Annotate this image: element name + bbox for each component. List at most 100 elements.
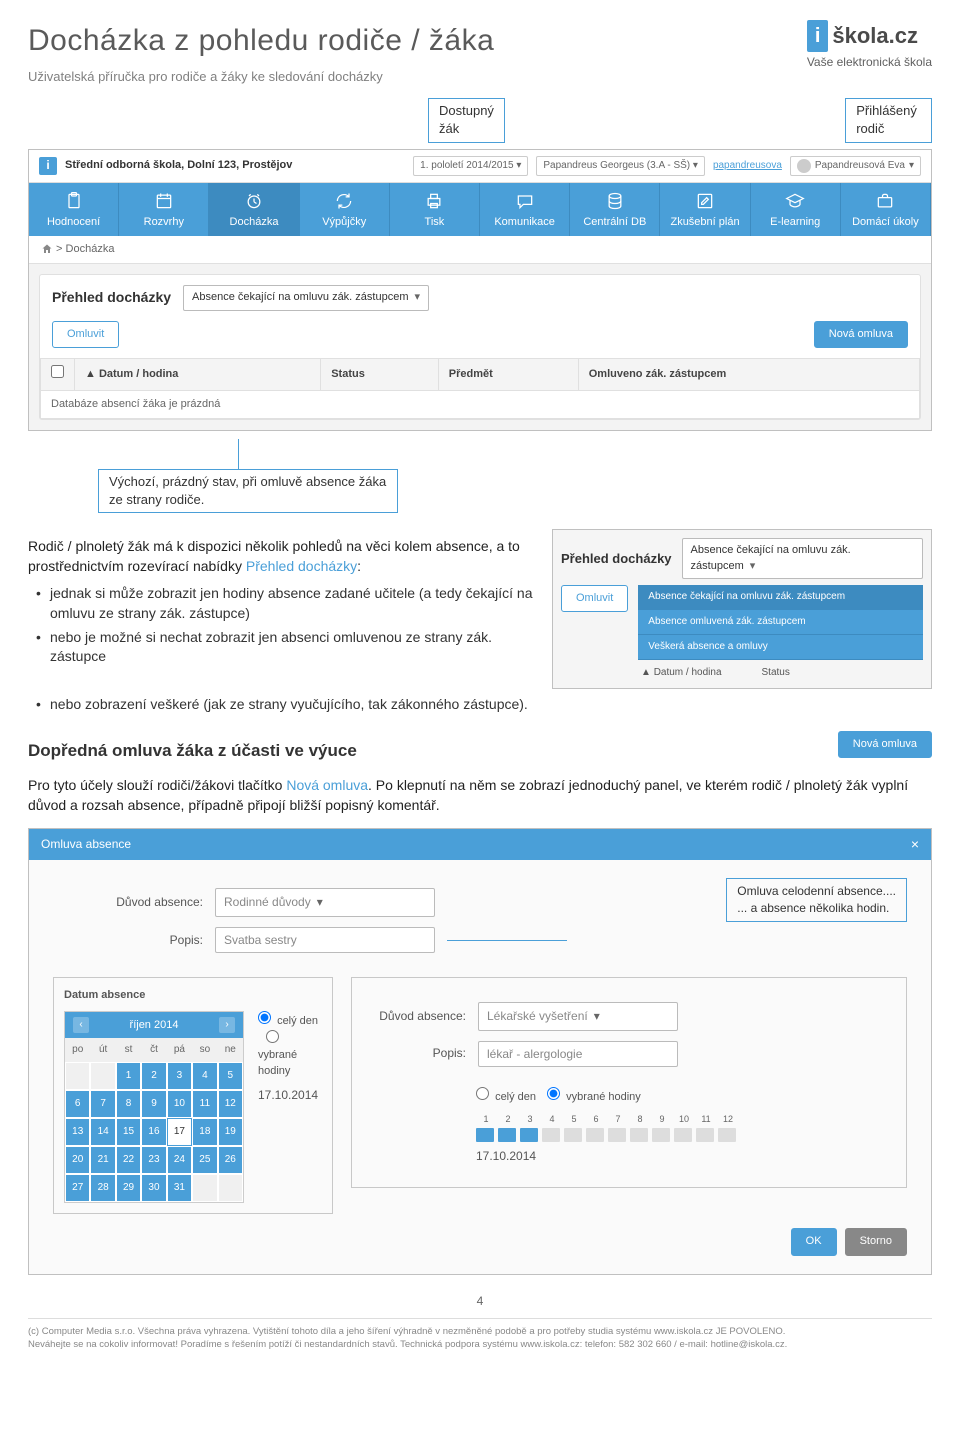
radio-hours-2[interactable]: vybrané hodiny (547, 1091, 641, 1103)
callout-available-student: Dostupný žák (428, 98, 505, 142)
dropdown-option-2[interactable]: Absence omluvená zák. zástupcem (638, 610, 923, 635)
radio-allday-2[interactable]: celý den (476, 1091, 536, 1103)
edit-icon (695, 191, 715, 211)
selected-date: 17.10.2014 (258, 1087, 322, 1104)
nav-elearning[interactable]: E-learning (751, 183, 841, 236)
attendance-panel: Přehled docházky Absence čekající na oml… (39, 274, 921, 420)
breadcrumb: > Docházka (29, 236, 931, 264)
bullet-2: nebo je možné si nechat zobrazit jen abs… (36, 628, 536, 667)
paragraph-2: Pro tyto účely slouží rodiči/žákovi tlač… (28, 776, 932, 815)
calendar-month: říjen 2014 (130, 1018, 179, 1033)
dropdown-menu: Absence čekající na omluvu zák. zástupce… (638, 585, 923, 660)
nav-rozvrhy[interactable]: Rozvrhy (119, 183, 209, 236)
nav-zkusebni[interactable]: Zkušební plán (660, 183, 750, 236)
col-subject[interactable]: Předmět (438, 359, 578, 390)
clipboard-icon (64, 191, 84, 211)
label-reason: Důvod absence: (53, 894, 203, 911)
prev-month-icon[interactable]: ‹ (73, 1017, 89, 1033)
dropdown-option-1[interactable]: Absence čekající na omluvu zák. zástupce… (638, 585, 923, 610)
app-logo-icon: i (39, 157, 57, 175)
radio-hours[interactable]: vybrané hodiny (258, 1034, 297, 1077)
main-nav: Hodnocení Rozvrhy Docházka Výpůjčky Tisk… (29, 183, 931, 236)
page-title: Docházka z pohledu rodiče / žáka (28, 20, 494, 62)
nav-tisk[interactable]: Tisk (390, 183, 480, 236)
home-icon[interactable] (41, 243, 53, 255)
page-number: 4 (28, 1293, 932, 1310)
mini-filter-selected[interactable]: Absence čekající na omluvu zák. zástupce… (682, 538, 923, 579)
student-dropdown[interactable]: Papandreus Georgeus (3.A - SŠ) ▾ (536, 156, 705, 176)
calendar-panel: Datum absence ‹ říjen 2014 › po út (53, 977, 333, 1214)
absence-table: ▲ Datum / hodina Status Předmět Omluveno… (40, 358, 920, 419)
callout-default-state: Výchozí, prázdný stav, při omluvě absenc… (98, 439, 932, 513)
callout-logged-parent: Přihlášený rodič (845, 98, 932, 142)
selected-day[interactable]: 17 (167, 1118, 192, 1146)
clock-icon (244, 191, 264, 211)
cancel-button[interactable]: Storno (845, 1228, 907, 1255)
mini-panel-title: Přehled docházky (561, 550, 672, 568)
logo-subtitle: Vaše elektronická škola (807, 54, 932, 71)
bullet-3: nebo zobrazení veškeré (jak ze strany vy… (36, 695, 932, 715)
excuse-dialog: Omluva absence × Důvod absence: Rodinné … (28, 828, 932, 1275)
top-callouts: Dostupný žák Přihlášený rodič (428, 98, 932, 142)
close-icon[interactable]: × (911, 835, 919, 855)
filter-dropdown[interactable]: Absence čekající na omluvu zák. zástupce… (183, 285, 429, 310)
page-header: Docházka z pohledu rodiče / žáka Uživate… (28, 20, 932, 86)
calendar-widget[interactable]: ‹ říjen 2014 › po út st čt pá so (64, 1011, 244, 1203)
reason-dropdown[interactable]: Rodinné důvody (215, 888, 435, 917)
period-dropdown[interactable]: 1. pololetí 2014/2015 ▾ (413, 156, 528, 176)
parent-link[interactable]: papandreusova (713, 159, 782, 173)
desc-input-2[interactable] (478, 1041, 678, 1067)
app-screenshot: i Střední odborná škola, Dolní 123, Pros… (28, 149, 932, 431)
briefcase-icon (875, 191, 895, 211)
calendar-icon (154, 191, 174, 211)
page-subtitle: Uživatelská příručka pro rodiče a žáky k… (28, 68, 494, 86)
excuse-button[interactable]: Omluvit (52, 321, 119, 348)
printer-icon (424, 191, 444, 211)
avatar-icon (797, 159, 811, 173)
callout-hours: ... a absence několika hodin. (737, 900, 896, 917)
nav-hodnoceni[interactable]: Hodnocení (29, 183, 119, 236)
reason-dropdown-2[interactable]: Lékařské vyšetření (478, 1002, 678, 1031)
dropdown-option-3[interactable]: Veškerá absence a omluvy (638, 635, 923, 660)
new-excuse-button[interactable]: Nová omluva (814, 321, 908, 348)
footer-line-1: (c) Computer Media s.r.o. Všechna práva … (28, 1325, 932, 1338)
nav-centraldb[interactable]: Centrální DB (570, 183, 660, 236)
graduation-icon (785, 191, 805, 211)
nav-ukoly[interactable]: Domácí úkoly (841, 183, 931, 236)
col-excused[interactable]: Omluveno zák. zástupcem (578, 359, 919, 390)
desc-input[interactable] (215, 927, 435, 953)
nav-komunikace[interactable]: Komunikace (480, 183, 570, 236)
logo-i-icon: i (807, 20, 829, 52)
bullet-list-2: nebo zobrazení veškeré (jak ze strany vy… (36, 695, 932, 715)
new-excuse-button-inline[interactable]: Nová omluva (838, 731, 932, 758)
date-section-label: Datum absence (64, 988, 322, 1003)
hours-selector[interactable]: 1 2 3 4 5 6 7 8 9 10 11 12 (476, 1113, 892, 1142)
ok-button[interactable]: OK (791, 1228, 837, 1255)
bullet-list: jednak si může zobrazit jen hodiny absen… (36, 584, 536, 666)
paragraph-1: Rodič / plnoletý žák má k dispozici něko… (28, 537, 536, 576)
panel-title: Přehled docházky (52, 288, 171, 308)
footer: (c) Computer Media s.r.o. Všechna práva … (28, 1318, 932, 1352)
next-month-icon[interactable]: › (219, 1017, 235, 1033)
app-header: i Střední odborná škola, Dolní 123, Pros… (29, 150, 931, 183)
bullet-1: jednak si může zobrazit jen hodiny absen… (36, 584, 536, 623)
label-reason-2: Důvod absence: (366, 1008, 466, 1025)
footer-line-2: Neváhejte se na cokoliv informovat! Pora… (28, 1338, 932, 1351)
school-name: Střední odborná škola, Dolní 123, Prostě… (65, 158, 292, 173)
nav-dochazka[interactable]: Docházka (209, 183, 299, 236)
logo-text: škola.cz (832, 21, 918, 52)
select-all-checkbox[interactable] (51, 365, 64, 378)
refresh-icon (334, 191, 354, 211)
dropdown-screenshot: Přehled docházky Absence čekající na oml… (552, 529, 932, 689)
col-status[interactable]: Status (321, 359, 439, 390)
hours-form-panel: Důvod absence: Lékařské vyšetření Popis:… (351, 977, 907, 1188)
user-menu[interactable]: Papandreusová Eva ▾ (790, 156, 921, 176)
mini-excuse-button[interactable]: Omluvit (561, 585, 628, 612)
nav-vypujcky[interactable]: Výpůjčky (300, 183, 390, 236)
database-icon (605, 191, 625, 211)
col-date[interactable]: ▲ Datum / hodina (75, 359, 321, 390)
label-desc: Popis: (53, 932, 203, 949)
radio-allday[interactable]: celý den (258, 1015, 318, 1027)
empty-message: Databáze absencí žáka je prázdná (41, 390, 920, 418)
chat-icon (515, 191, 535, 211)
